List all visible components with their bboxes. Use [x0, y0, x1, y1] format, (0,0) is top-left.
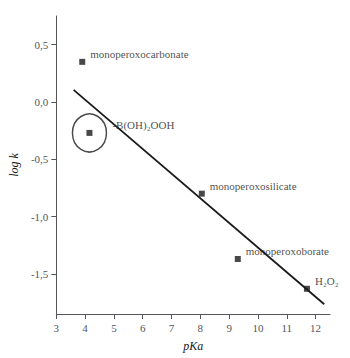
svg-text:pKa: pKa: [182, 339, 203, 353]
svg-text:H₂O₂: H₂O₂: [315, 275, 339, 287]
svg-text:monoperoxoborate: monoperoxoborate: [246, 245, 329, 257]
svg-text:-0,5: -0,5: [31, 153, 49, 165]
svg-text:7: 7: [169, 322, 175, 334]
svg-text:0,5: 0,5: [35, 39, 49, 51]
svg-text:12: 12: [310, 322, 321, 334]
svg-text:monoperoxosilicate: monoperoxosilicate: [210, 180, 297, 192]
svg-text:4: 4: [82, 322, 88, 334]
svg-text:3: 3: [54, 322, 60, 334]
svg-text:0,0: 0,0: [35, 96, 49, 108]
svg-text:-1,0: -1,0: [31, 211, 49, 223]
svg-text:log k: log k: [7, 153, 21, 177]
svg-text:monoperoxocarbonate: monoperoxocarbonate: [90, 48, 188, 60]
svg-text:-B(OH)₂OOH: -B(OH)₂OOH: [112, 119, 174, 132]
svg-text:6: 6: [140, 322, 146, 334]
svg-text:5: 5: [111, 322, 117, 334]
svg-text:9: 9: [226, 322, 232, 334]
svg-text:-1,5: -1,5: [31, 268, 49, 280]
svg-text:11: 11: [281, 322, 292, 334]
svg-text:8: 8: [198, 322, 204, 334]
svg-text:10: 10: [252, 322, 264, 334]
